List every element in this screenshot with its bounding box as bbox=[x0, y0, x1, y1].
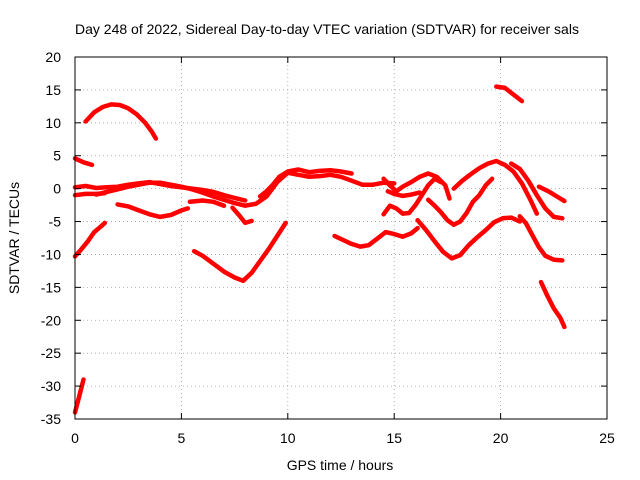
series-arc-03 bbox=[72, 156, 95, 168]
x-tick-label: 20 bbox=[493, 430, 509, 446]
series-arc-08 bbox=[230, 205, 254, 226]
series-arc-22 bbox=[536, 184, 567, 204]
x-tick-label: 25 bbox=[599, 430, 615, 446]
series-arc-21 bbox=[517, 214, 565, 263]
series-arc-09 bbox=[257, 167, 354, 199]
y-tick-label: -25 bbox=[41, 345, 61, 361]
y-tick-label: 5 bbox=[53, 148, 61, 164]
series-arc-01 bbox=[72, 377, 86, 415]
series-arc-14 bbox=[385, 189, 422, 199]
y-tick-label: -10 bbox=[41, 246, 61, 262]
x-tick-label: 10 bbox=[280, 430, 296, 446]
series-arc-15 bbox=[381, 176, 444, 217]
series-arc-13 bbox=[332, 225, 420, 249]
axis-ticks: 0 5 10 15 20 25 20 15 10 5 0 -5 -10 -15 -20 -25 -30 -35 bbox=[41, 49, 615, 446]
plot-frame bbox=[74, 56, 608, 420]
grid-lines bbox=[75, 57, 607, 419]
series-arc-19 bbox=[451, 158, 540, 216]
series-arc-02 bbox=[72, 220, 108, 259]
data-series bbox=[72, 84, 567, 415]
series-arc-11 bbox=[115, 202, 191, 220]
series-arc-23 bbox=[538, 279, 567, 330]
series-arc-12 bbox=[191, 220, 288, 284]
x-tick-label: 0 bbox=[71, 430, 79, 446]
y-tick-label: -15 bbox=[41, 279, 61, 295]
series-arc-24 bbox=[494, 84, 525, 104]
y-tick-label: 15 bbox=[45, 82, 61, 98]
y-tick-label: 20 bbox=[45, 49, 61, 65]
series-arc-10 bbox=[83, 102, 159, 141]
series-arc-20 bbox=[508, 161, 565, 221]
series-arc-07 bbox=[187, 198, 227, 208]
x-tick-label: 15 bbox=[386, 430, 402, 446]
series-arc-18 bbox=[415, 215, 523, 261]
x-tick-label: 5 bbox=[178, 430, 186, 446]
y-tick-label: -20 bbox=[41, 312, 61, 328]
x-axis-label: GPS time / hours bbox=[287, 457, 394, 473]
series-arc-16 bbox=[381, 171, 452, 201]
y-tick-label: 0 bbox=[53, 181, 61, 197]
series-arc-06 bbox=[94, 170, 397, 208]
y-tick-label: -30 bbox=[41, 378, 61, 394]
y-tick-label: -5 bbox=[49, 214, 62, 230]
y-tick-label: 10 bbox=[45, 115, 61, 131]
y-axis-label: SDTVAR / TECUs bbox=[6, 182, 22, 294]
y-tick-label: -35 bbox=[41, 411, 61, 427]
series-arc-17 bbox=[425, 176, 495, 228]
chart-title: Day 248 of 2022, Sidereal Day-to-day VTE… bbox=[75, 21, 579, 37]
